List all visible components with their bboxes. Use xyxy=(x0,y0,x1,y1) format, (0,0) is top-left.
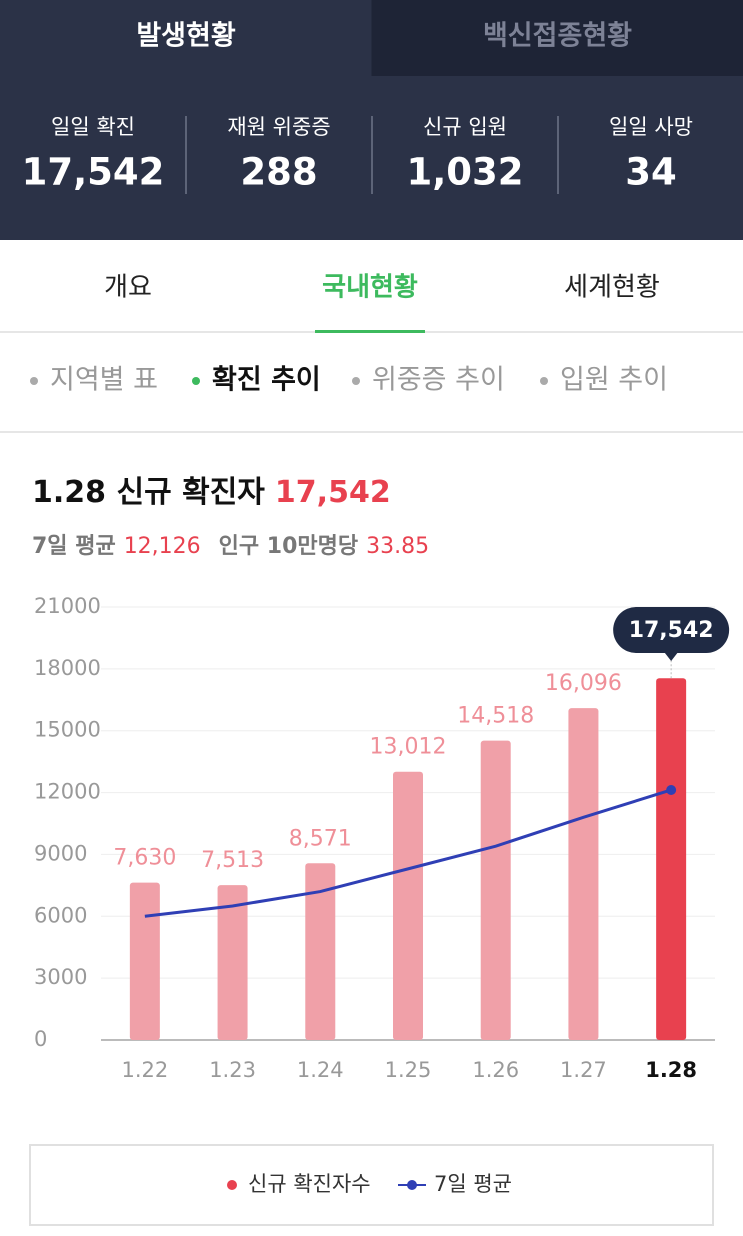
stat-label: 일일 확진 xyxy=(51,115,135,139)
y-tick-label: 21000 xyxy=(34,594,101,618)
bar xyxy=(656,678,686,1040)
stat-value: 17,542 xyxy=(22,151,165,194)
x-tick-label: 1.23 xyxy=(209,1058,256,1082)
x-tick-label: 1.24 xyxy=(297,1058,344,1082)
x-tick-label: 1.25 xyxy=(385,1058,432,1082)
y-tick-label: 6000 xyxy=(34,903,87,927)
chart-title-text: 1.28 신규 확진자 xyxy=(32,475,265,510)
value-label: 7,630 xyxy=(113,846,176,871)
stat-value: 288 xyxy=(240,151,317,194)
y-tick-label: 0 xyxy=(34,1027,47,1051)
x-tick-label: 1.28 xyxy=(645,1058,697,1082)
subnav-tab[interactable]: 위중증 추이 xyxy=(372,365,505,396)
summary-value: 33.85 xyxy=(366,534,429,559)
value-label: 13,012 xyxy=(370,735,447,760)
x-tick-label: 1.22 xyxy=(121,1058,168,1082)
tooltip-value: 17,542 xyxy=(629,618,714,643)
subnav-dot xyxy=(352,377,360,385)
subnav-dot xyxy=(540,377,548,385)
legend-dot xyxy=(407,1180,417,1190)
summary-label: 7일 평균 xyxy=(32,534,116,559)
summary-value: 12,126 xyxy=(124,534,201,559)
top-tab[interactable]: 발생현황 xyxy=(136,21,236,52)
tooltip-arrow xyxy=(664,652,678,661)
y-tick-label: 15000 xyxy=(34,718,101,742)
avg-point xyxy=(666,785,676,795)
top-tab[interactable]: 백신접종현황 xyxy=(483,21,632,52)
nav-tab[interactable]: 국내현황 xyxy=(322,273,418,303)
value-label: 14,518 xyxy=(457,704,534,729)
x-tick-label: 1.26 xyxy=(472,1058,519,1082)
bar xyxy=(393,772,423,1040)
nav-tab[interactable]: 개요 xyxy=(104,273,152,303)
value-label: 7,513 xyxy=(201,848,264,873)
y-tick-label: 18000 xyxy=(34,656,101,680)
value-label: 16,096 xyxy=(545,671,622,696)
summary-label: 인구 10만명당 xyxy=(219,534,358,559)
bar xyxy=(481,741,511,1040)
stat-value: 1,032 xyxy=(406,151,523,194)
legend-label: 7일 평균 xyxy=(434,1172,512,1196)
chart-title-value: 17,542 xyxy=(275,475,391,510)
legend-label: 신규 확진자수 xyxy=(248,1172,371,1196)
legend-box xyxy=(30,1145,713,1225)
nav-tab[interactable]: 세계현황 xyxy=(564,273,660,303)
subnav-dot xyxy=(30,377,38,385)
stat-label: 재원 위중증 xyxy=(227,115,330,139)
bar xyxy=(568,708,598,1040)
nav-underline xyxy=(315,330,425,333)
y-tick-label: 3000 xyxy=(34,965,87,989)
subnav-tab[interactable]: 지역별 표 xyxy=(50,365,158,396)
bar xyxy=(130,883,160,1040)
y-tick-label: 12000 xyxy=(34,780,101,804)
x-tick-label: 1.27 xyxy=(560,1058,607,1082)
stat-value: 34 xyxy=(625,151,677,194)
subnav-dot xyxy=(192,377,200,385)
y-tick-label: 9000 xyxy=(34,841,87,865)
subnav-tab[interactable]: 입원 추이 xyxy=(560,365,668,396)
chart-title: 1.28 신규 확진자 17,542 xyxy=(32,475,391,510)
subnav-tab[interactable]: 확진 추이 xyxy=(212,365,321,396)
legend-dot xyxy=(227,1180,237,1190)
stat-label: 일일 사망 xyxy=(609,115,693,139)
chart-summary: 7일 평균 12,126 인구 10만명당 33.85 xyxy=(32,534,429,559)
value-label: 8,571 xyxy=(289,826,352,851)
stat-label: 신규 입원 xyxy=(423,115,507,139)
